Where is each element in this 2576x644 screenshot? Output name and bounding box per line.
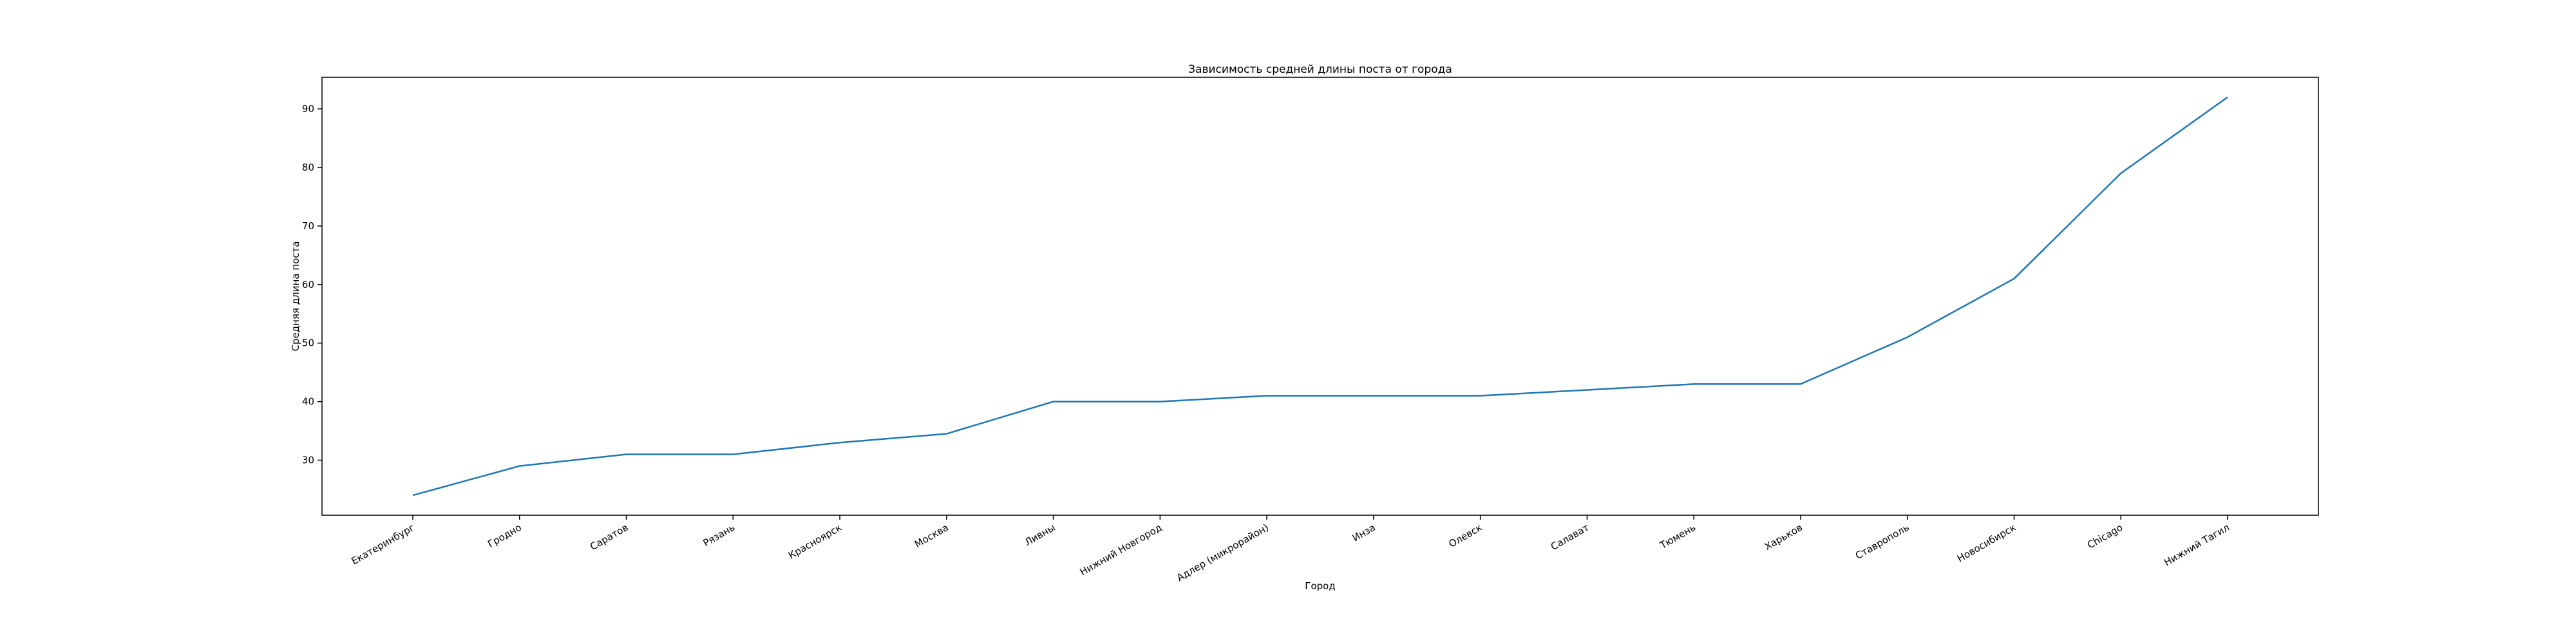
y-tick-label: 40 [302, 396, 314, 408]
plot-area-frame [321, 77, 2319, 516]
y-tick-label: 80 [302, 162, 314, 173]
x-axis-label: Город [1305, 580, 1335, 592]
y-axis-ticks: 30 40 50 60 70 80 90 [302, 103, 322, 466]
y-tick-label: 70 [302, 220, 314, 232]
chart-title: Зависимость средней длины поста от город… [1188, 63, 1452, 76]
y-tick-label: 30 [302, 455, 314, 466]
y-tick-label: 60 [302, 279, 314, 290]
series-line [412, 96, 2228, 497]
y-tick-label: 50 [302, 337, 314, 349]
y-axis-label: Средняя длина поста [290, 242, 301, 352]
y-tick-label: 90 [302, 103, 314, 115]
